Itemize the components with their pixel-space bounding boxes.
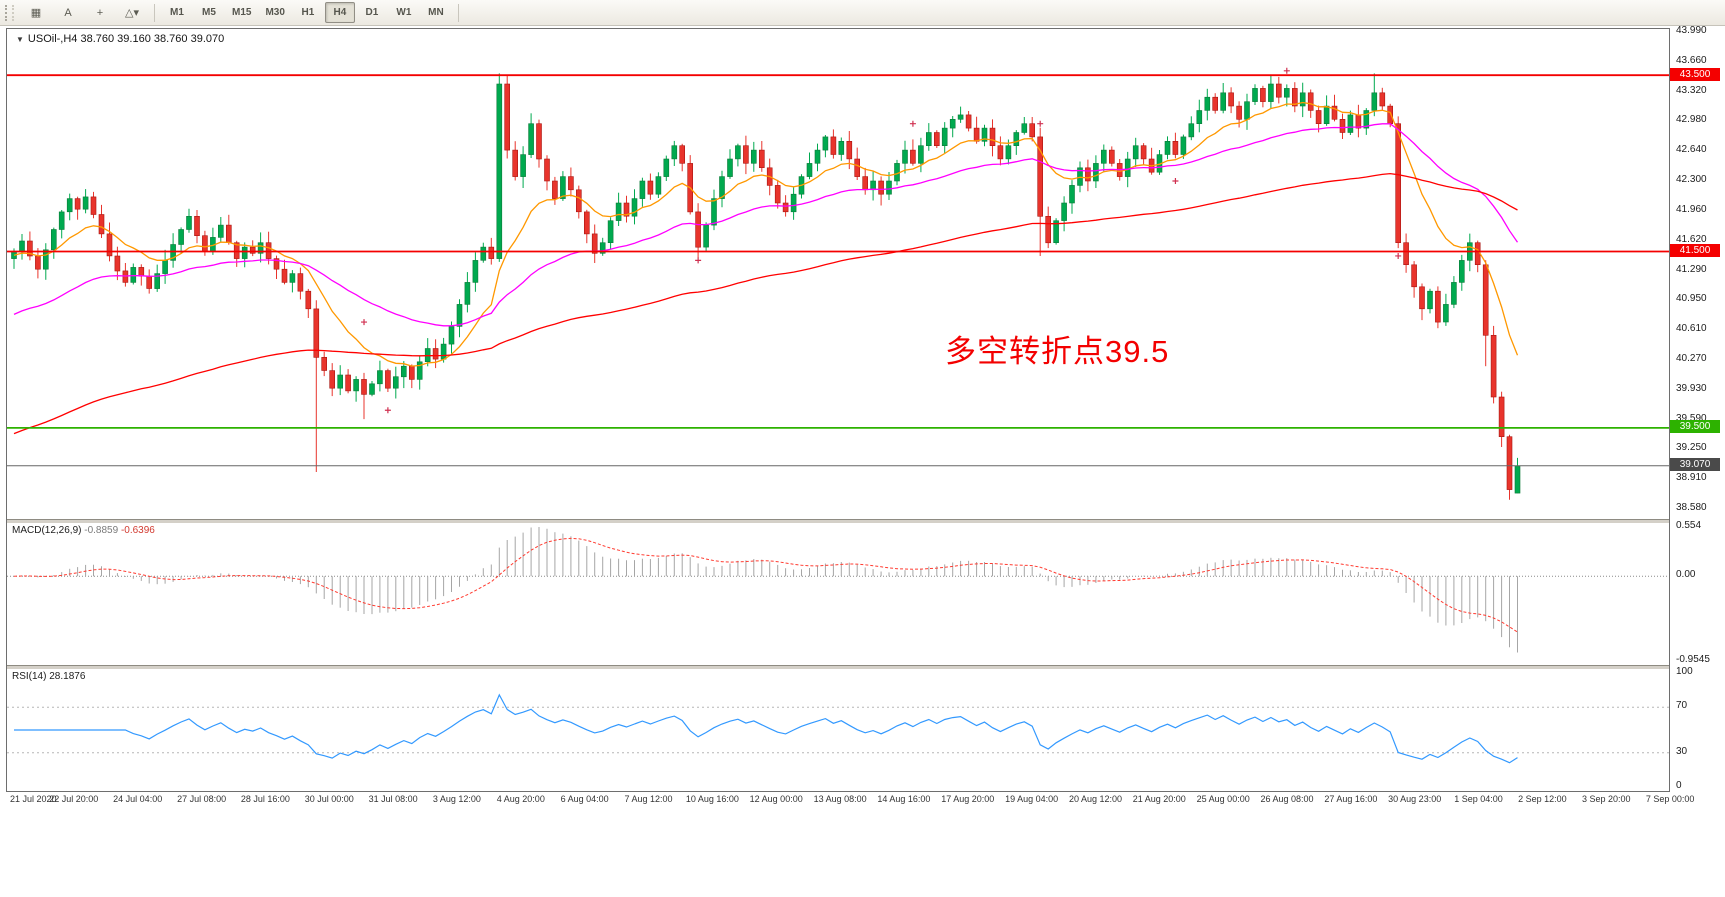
price-axis-label: 40.270: [1676, 352, 1707, 364]
macd-label: MACD(12,26,9) -0.8859 -0.6396: [12, 525, 155, 536]
time-axis-label: 20 Aug 12:00: [1068, 794, 1123, 804]
time-axis-label: 6 Aug 04:00: [560, 794, 609, 804]
rsi-label: RSI(14) 28.1876: [12, 671, 85, 682]
time-axis-label: 7 Aug 12:00: [624, 794, 673, 804]
time-axis-label: 28 Jul 16:00: [240, 794, 290, 804]
time-axis-label: 30 Aug 23:00: [1388, 794, 1442, 804]
time-axis-label: 4 Aug 20:00: [496, 794, 545, 804]
timeframe-button-m30[interactable]: M30: [265, 7, 285, 18]
rsi-value: 28.1876: [49, 671, 86, 682]
toolbar-grip[interactable]: [5, 4, 14, 21]
macd-value-main: -0.8859: [84, 525, 119, 536]
price-axis-label: 39.250: [1676, 442, 1707, 454]
price-level-badge: 43.500: [1670, 67, 1720, 81]
price-level-badge: 39.500: [1670, 420, 1720, 434]
time-axis-label: 19 Aug 04:00: [1005, 794, 1059, 804]
time-axis-label: 10 Aug 16:00: [685, 794, 739, 804]
time-axis-label: 25 Aug 00:00: [1196, 794, 1250, 804]
time-axis-label: 3 Aug 12:00: [432, 794, 481, 804]
time-axis-label: 30 Jul 00:00: [304, 794, 354, 804]
time-axis-label: 22 Jul 20:00: [49, 794, 99, 804]
timeframe-button-m15[interactable]: M15: [232, 7, 252, 18]
tool-icon-group: ▦ A + △▾: [20, 2, 148, 24]
timeframe-button-d1[interactable]: D1: [365, 7, 379, 18]
chart-expand-icon[interactable]: ▼: [16, 35, 24, 44]
chart-frame: ▼ USOil-,H4 38.760 39.160 38.760 39.070 M…: [6, 28, 1670, 792]
time-axis-label: 31 Jul 08:00: [368, 794, 418, 804]
price-pane-canvas[interactable]: [7, 29, 1669, 519]
time-axis-label: 21 Aug 20:00: [1132, 794, 1186, 804]
chart-title: ▼ USOil-,H4 38.760 39.160 38.760 39.070: [16, 33, 224, 45]
draw-tools-dropdown-icon[interactable]: △▾: [125, 6, 139, 19]
timeframe-button-w1[interactable]: W1: [396, 7, 412, 18]
price-axis-label: 41.620: [1676, 233, 1707, 245]
timeframe-button-mn[interactable]: MN: [428, 7, 444, 18]
time-axis-label: 27 Jul 08:00: [177, 794, 227, 804]
price-axis-label: 40.610: [1676, 323, 1707, 335]
timeframe-button-h4[interactable]: H4: [324, 2, 355, 23]
timeframe-button-m5[interactable]: M5: [202, 7, 216, 18]
chart-area: ▼ USOil-,H4 38.760 39.160 38.760 39.070 M…: [0, 26, 1725, 897]
chart-text-annotation[interactable]: 多空转折点39.5: [945, 334, 1170, 369]
price-axis-label: 42.300: [1676, 174, 1707, 186]
time-axis-label: 14 Aug 16:00: [877, 794, 931, 804]
timeframe-button-group: M1 M5 M15 M30 H1 H4 D1 W1 MN: [161, 2, 452, 23]
macd-value-signal: -0.6396: [120, 525, 155, 536]
timeframe-button-m1[interactable]: M1: [170, 7, 184, 18]
price-axis-label: 39.590: [1676, 412, 1707, 424]
toolbar-separator: [457, 3, 459, 22]
timeframe-button-h1[interactable]: H1: [301, 7, 315, 18]
rsi-axis-label: 30: [1676, 745, 1688, 757]
time-axis-label: 26 Aug 08:00: [1260, 794, 1314, 804]
price-axis-label: 41.960: [1676, 203, 1707, 215]
time-axis-label: 13 Aug 08:00: [813, 794, 867, 804]
macd-axis-label: 0.554: [1676, 520, 1702, 531]
price-axis-label: 43.660: [1676, 54, 1707, 66]
chart-window-icon[interactable]: ▦: [30, 6, 42, 19]
time-axis-label: 2 Sep 12:00: [1518, 794, 1567, 804]
price-axis-label: 43.320: [1676, 84, 1707, 96]
macd-axis-label: 0.00: [1676, 569, 1696, 581]
time-axis-label: 27 Aug 16:00: [1324, 794, 1378, 804]
pane-separator[interactable]: [7, 665, 1669, 669]
time-axis-label: 7 Sep 00:00: [1645, 794, 1695, 804]
time-axis-label: 17 Aug 20:00: [941, 794, 995, 804]
crosshair-icon[interactable]: +: [96, 6, 104, 19]
price-axis-label: 40.950: [1676, 293, 1707, 305]
rsi-axis-label: 70: [1676, 700, 1688, 712]
price-level-badge: 41.500: [1670, 244, 1720, 257]
toolbar-separator: [154, 3, 155, 22]
pane-separator[interactable]: [7, 519, 1669, 523]
time-axis-label: 21 Jul 2020: [10, 794, 57, 804]
rsi-name: RSI(14): [12, 671, 47, 682]
current-price-badge: 39.070: [1670, 458, 1720, 472]
price-axis-label: 42.640: [1676, 144, 1707, 156]
time-axis-label: 3 Sep 20:00: [1582, 794, 1631, 804]
time-axis-label: 24 Jul 04:00: [113, 794, 163, 804]
toolbar: ▦ A + △▾ M1 M5 M15 M30 H1 H4 D1 W1 MN: [0, 0, 1725, 26]
rsi-axis-label: 0: [1676, 780, 1682, 791]
rsi-axis-label: 100: [1676, 666, 1693, 677]
time-axis-label: 12 Aug 00:00: [749, 794, 803, 804]
macd-pane-canvas[interactable]: [7, 523, 1669, 665]
chart-title-text: USOil-,H4 38.760 39.160 38.760 39.070: [27, 33, 225, 45]
macd-axis-label: -0.9545: [1676, 654, 1710, 665]
price-axis-label: 43.990: [1676, 25, 1707, 36]
text-annotation-icon[interactable]: A: [64, 6, 72, 19]
price-axis-label: 38.910: [1676, 472, 1707, 484]
macd-name: MACD(12,26,9): [12, 525, 82, 536]
time-axis-label: 1 Sep 04:00: [1454, 794, 1503, 804]
rsi-pane-canvas[interactable]: [7, 669, 1669, 791]
price-axis-label: 38.580: [1676, 502, 1707, 513]
price-axis-label: 41.290: [1676, 263, 1707, 275]
price-axis-label: 39.930: [1676, 382, 1707, 394]
price-axis-label: 42.980: [1676, 114, 1707, 126]
